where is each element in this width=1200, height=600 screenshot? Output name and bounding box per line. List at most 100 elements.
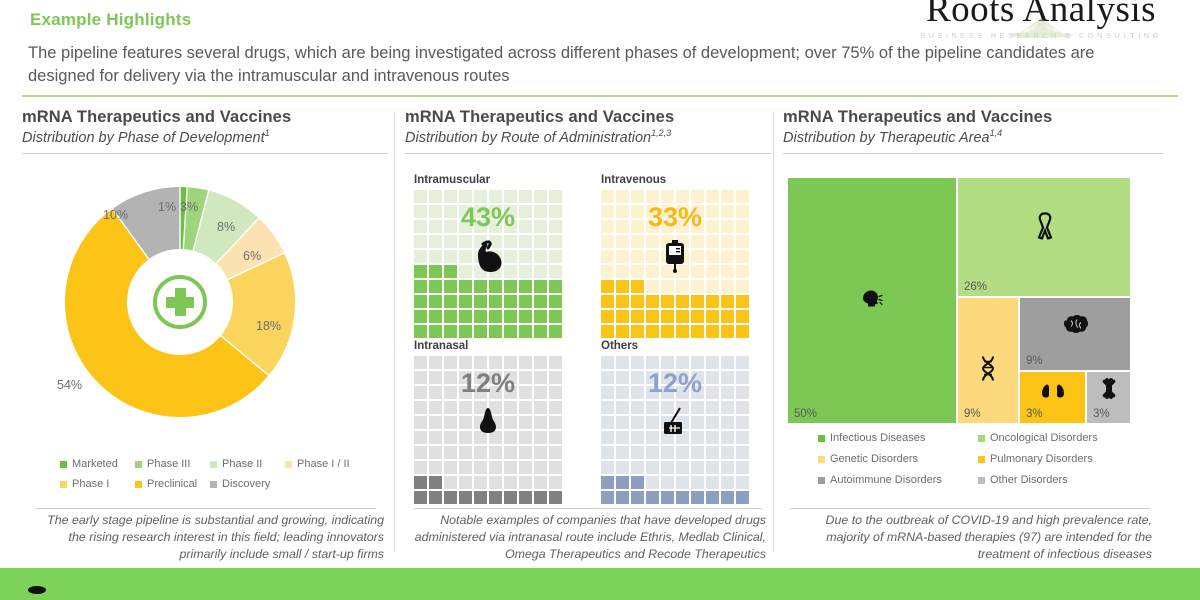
waffle-cell bbox=[630, 445, 645, 460]
waffle-cell bbox=[690, 279, 705, 294]
waffle-cell bbox=[705, 234, 720, 249]
waffle-cell bbox=[705, 490, 720, 504]
waffle-cell bbox=[414, 430, 428, 445]
waffle-cell bbox=[630, 385, 645, 400]
waffle-cell bbox=[443, 475, 458, 490]
waffle-cell bbox=[705, 324, 720, 338]
waffle-cell bbox=[645, 356, 660, 370]
waffle-cell bbox=[414, 324, 428, 338]
panel-divider-1 bbox=[394, 112, 395, 552]
waffle-cell bbox=[428, 294, 443, 309]
panel1-footnote: The early stage pipeline is substantial … bbox=[47, 513, 384, 561]
waffle-cell bbox=[601, 430, 615, 445]
waffle-cell bbox=[458, 445, 473, 460]
waffle-cell bbox=[615, 445, 630, 460]
waffle-cell bbox=[690, 430, 705, 445]
waffle-cell bbox=[735, 219, 749, 234]
legend-label: Other Disorders bbox=[990, 474, 1068, 486]
waffle-cell bbox=[488, 445, 503, 460]
waffle-cell bbox=[675, 460, 690, 475]
bone-icon bbox=[1087, 378, 1130, 405]
waffle-cell bbox=[645, 294, 660, 309]
waffle-cell bbox=[615, 249, 630, 264]
legend-item: Discovery bbox=[210, 478, 285, 490]
waffle-cell bbox=[414, 415, 428, 430]
waffle-cell bbox=[675, 415, 690, 430]
waffle-cell bbox=[645, 415, 660, 430]
waffle-cell bbox=[458, 490, 473, 504]
legend-label: Oncological Disorders bbox=[990, 432, 1098, 444]
waffle-cell bbox=[690, 294, 705, 309]
waffle-cell bbox=[705, 400, 720, 415]
waffle-cell bbox=[414, 264, 428, 279]
waffle-cell bbox=[735, 460, 749, 475]
waffle-cell bbox=[675, 324, 690, 338]
panel3-footnote-ref: 1,4 bbox=[989, 128, 1003, 138]
waffle-cell bbox=[414, 460, 428, 475]
waffle-intramuscular: Intramuscular 43% bbox=[414, 174, 562, 338]
donut-label-phase-i-ii: 6% bbox=[243, 249, 262, 263]
waffle-cell bbox=[488, 475, 503, 490]
waffle-cell bbox=[720, 190, 735, 204]
waffle-cell bbox=[428, 475, 443, 490]
panel1-footnote-rule bbox=[36, 508, 376, 509]
waffle-cell bbox=[705, 415, 720, 430]
waffle-cell bbox=[548, 190, 562, 204]
waffle-cell bbox=[548, 356, 562, 370]
waffle-cell bbox=[533, 430, 548, 445]
waffle-cell bbox=[518, 219, 533, 234]
waffle-cell bbox=[503, 445, 518, 460]
waffle-cell bbox=[630, 460, 645, 475]
waffle-cell bbox=[503, 294, 518, 309]
waffle-cell bbox=[548, 249, 562, 264]
waffle-cell bbox=[690, 385, 705, 400]
waffle-cell bbox=[630, 249, 645, 264]
waffle-cell bbox=[615, 234, 630, 249]
waffle-cell bbox=[443, 430, 458, 445]
waffle-cell bbox=[720, 264, 735, 279]
waffle-cell bbox=[533, 490, 548, 504]
waffle-cell bbox=[735, 324, 749, 338]
waffle-cell bbox=[675, 264, 690, 279]
waffle-cell bbox=[735, 385, 749, 400]
waffle-cell bbox=[503, 190, 518, 204]
waffle-cell bbox=[615, 385, 630, 400]
waffle-cell bbox=[660, 324, 675, 338]
waffle-cell bbox=[428, 279, 443, 294]
waffle-cell bbox=[720, 279, 735, 294]
waffle-cell bbox=[518, 190, 533, 204]
waffle-cell bbox=[488, 309, 503, 324]
waffle-cell bbox=[705, 385, 720, 400]
waffle-label-intravenous: Intravenous bbox=[601, 174, 667, 186]
waffle-cell bbox=[705, 294, 720, 309]
waffle-cell bbox=[548, 324, 562, 338]
legend-phase-of-development: Marketed Phase III Phase II Phase I / II Pha… bbox=[60, 458, 360, 498]
waffle-cell bbox=[414, 309, 428, 324]
waffle-cell bbox=[503, 430, 518, 445]
waffle-cell bbox=[503, 324, 518, 338]
waffle-cell bbox=[488, 490, 503, 504]
waffle-cell bbox=[533, 249, 548, 264]
waffle-cell bbox=[690, 190, 705, 204]
waffle-cell bbox=[705, 356, 720, 370]
legend-label: Autoimmune Disorders bbox=[830, 474, 942, 486]
waffle-cell bbox=[690, 249, 705, 264]
panel3-footnote-rule bbox=[790, 508, 1150, 509]
waffle-cell bbox=[615, 324, 630, 338]
legend-swatch bbox=[60, 460, 67, 468]
waffle-cell bbox=[428, 400, 443, 415]
waffle-cell bbox=[675, 279, 690, 294]
treemap-pct-pulmonary-disorders: 3% bbox=[1026, 408, 1043, 420]
waffle-cell bbox=[414, 190, 428, 204]
waffle-cell bbox=[601, 445, 615, 460]
waffle-cell bbox=[645, 249, 660, 264]
donut-chart-phase: 1% 3% 8% 6% 18% 54% 10% bbox=[57, 182, 300, 422]
waffle-cell bbox=[615, 204, 630, 219]
waffle-cell bbox=[720, 460, 735, 475]
waffle-cell bbox=[473, 324, 488, 338]
waffle-cell bbox=[518, 490, 533, 504]
waffle-cell bbox=[488, 370, 503, 385]
waffle-cell bbox=[488, 204, 503, 219]
waffle-cell bbox=[690, 415, 705, 430]
waffle-cell bbox=[473, 445, 488, 460]
